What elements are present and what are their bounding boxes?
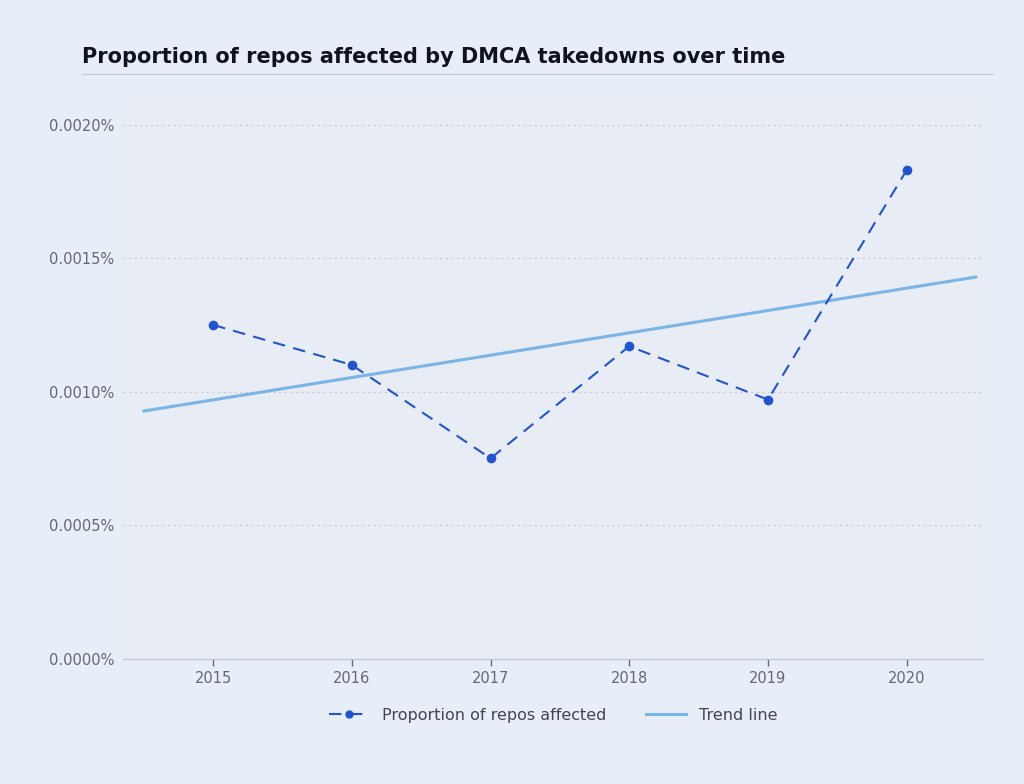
Legend: Proportion of repos affected, Trend line: Proportion of repos affected, Trend line xyxy=(323,701,783,729)
Text: Proportion of repos affected by DMCA takedowns over time: Proportion of repos affected by DMCA tak… xyxy=(82,47,785,67)
